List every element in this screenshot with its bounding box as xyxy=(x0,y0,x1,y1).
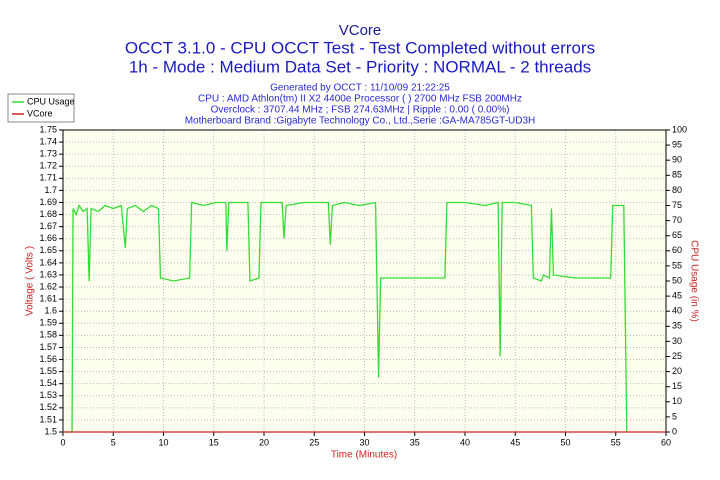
y2-tick-label: 55 xyxy=(672,260,682,270)
y-tick-label: 1.6 xyxy=(44,306,57,316)
y2-tick-label: 0 xyxy=(672,426,677,436)
y2-tick-label: 85 xyxy=(672,170,682,180)
y2-tick-label: 60 xyxy=(672,245,682,255)
y2-tick-label: 70 xyxy=(672,215,682,225)
info-line: CPU : AMD Athlon(tm) II X2 4400e Process… xyxy=(198,94,522,105)
x-axis-label: Time (Minutes) xyxy=(331,450,397,461)
y2-tick-label: 5 xyxy=(672,411,677,421)
data-line xyxy=(63,201,628,433)
x-tick-label: 60 xyxy=(661,437,671,447)
y2-tick-label: 35 xyxy=(672,321,682,331)
y-tick-label: 1.7 xyxy=(44,185,57,195)
x-tick-label: 45 xyxy=(510,437,520,447)
y-tick-label: 1.5 xyxy=(44,426,57,436)
legend-box xyxy=(7,93,75,123)
y-tick-label: 1.71 xyxy=(39,173,57,183)
y-tick-label: 1.51 xyxy=(39,414,57,424)
y-tick-label: 1.52 xyxy=(39,402,57,412)
x-tick-label: 35 xyxy=(410,437,420,447)
y2-tick-label: 45 xyxy=(672,290,682,300)
y-tick-label: 1.74 xyxy=(39,136,57,146)
y-tick-label: 1.62 xyxy=(39,281,57,291)
x-tick-label: 10 xyxy=(158,437,168,447)
chart-subtitle: 1h - Mode : Medium Data Set - Priority :… xyxy=(129,57,591,76)
y-tick-label: 1.58 xyxy=(39,330,57,340)
chart-subtitle: OCCT 3.1.0 - CPU OCCT Test - Test Comple… xyxy=(125,38,595,57)
y2-tick-label: 90 xyxy=(672,155,682,165)
y-tick-label: 1.64 xyxy=(39,257,57,267)
legend-label: VCore xyxy=(27,108,53,118)
info-line: Generated by OCCT : 11/10/09 21:22:25 xyxy=(270,83,450,94)
y-tick-label: 1.73 xyxy=(39,149,57,159)
y2-tick-label: 65 xyxy=(672,230,682,240)
y-tick-label: 1.61 xyxy=(39,293,57,303)
y-tick-label: 1.59 xyxy=(39,318,57,328)
y-tick-label: 1.69 xyxy=(39,197,57,207)
y2-tick-label: 30 xyxy=(672,336,682,346)
x-tick-label: 0 xyxy=(60,437,65,447)
y-tick-label: 1.63 xyxy=(39,269,57,279)
y-tick-label: 1.66 xyxy=(39,233,57,243)
y2-tick-label: 95 xyxy=(672,139,682,149)
y2-tick-label: 25 xyxy=(672,351,682,361)
x-tick-label: 50 xyxy=(560,437,570,447)
y-tick-label: 1.57 xyxy=(39,342,57,352)
y2-tick-label: 50 xyxy=(672,275,682,285)
y-tick-label: 1.56 xyxy=(39,354,57,364)
x-tick-label: 40 xyxy=(460,437,470,447)
y-axis-label: Voltage ( Volts ) xyxy=(25,246,36,316)
y2-tick-label: 15 xyxy=(672,381,682,391)
legend-label: CPU Usage xyxy=(27,96,75,106)
y2-tick-label: 10 xyxy=(672,396,682,406)
y2-axis-label: CPU Usage (in %) xyxy=(688,240,699,322)
y2-tick-label: 20 xyxy=(672,366,682,376)
y-tick-label: 1.72 xyxy=(39,161,57,171)
y2-tick-label: 40 xyxy=(672,306,682,316)
chart-title: VCore xyxy=(339,22,382,39)
y-tick-label: 1.54 xyxy=(39,378,57,388)
y2-tick-label: 80 xyxy=(672,185,682,195)
y-tick-label: 1.65 xyxy=(39,245,57,255)
x-tick-label: 55 xyxy=(611,437,621,447)
info-line: Motherboard Brand :Gigabyte Technology C… xyxy=(185,116,536,127)
info-line: Overclock : 3707.44 MHz ; FSB 274.63MHz … xyxy=(211,105,510,116)
y-tick-label: 1.67 xyxy=(39,221,57,231)
x-tick-label: 25 xyxy=(309,437,319,447)
x-tick-label: 5 xyxy=(111,437,116,447)
x-tick-label: 30 xyxy=(359,437,369,447)
x-tick-label: 15 xyxy=(209,437,219,447)
y2-tick-label: 100 xyxy=(672,124,687,134)
y-tick-label: 1.68 xyxy=(39,209,57,219)
x-tick-label: 20 xyxy=(259,437,269,447)
y2-tick-label: 75 xyxy=(672,200,682,210)
y-tick-label: 1.55 xyxy=(39,366,57,376)
y-tick-label: 1.53 xyxy=(39,390,57,400)
y-tick-label: 1.75 xyxy=(39,124,57,134)
